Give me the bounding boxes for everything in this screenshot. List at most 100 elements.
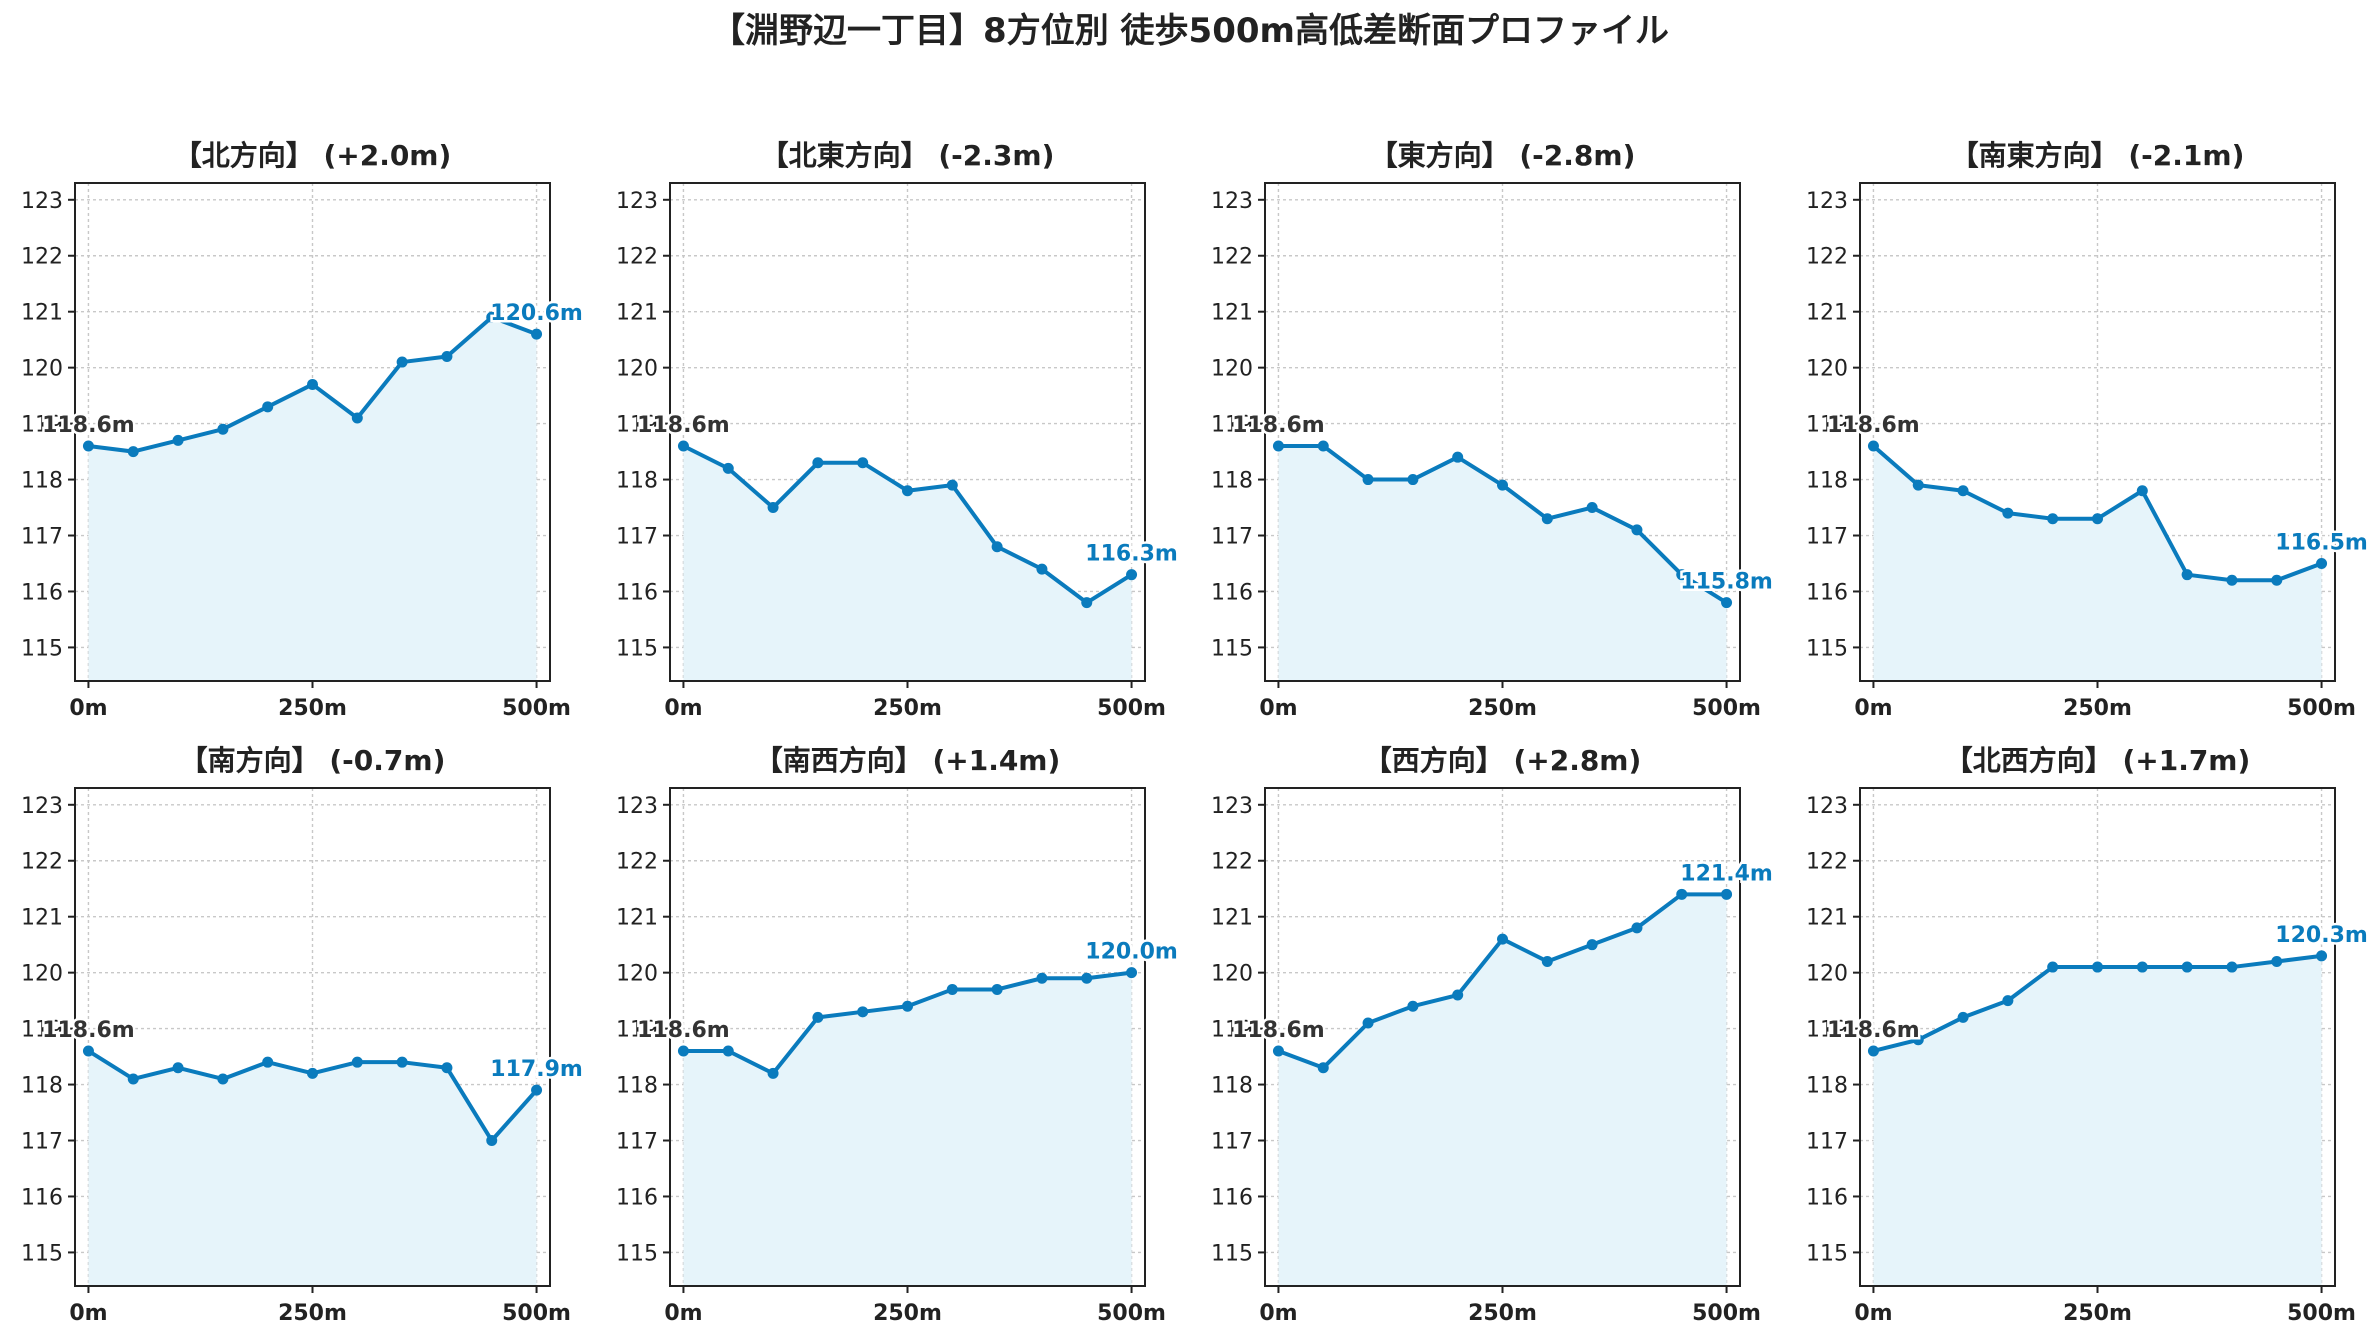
data-point <box>2181 569 2193 581</box>
data-point <box>677 1045 689 1057</box>
end-elevation-label: 120.3m <box>2275 923 2368 948</box>
data-point <box>2226 574 2238 586</box>
y-tick-label: 121 <box>616 906 658 931</box>
elevation-area <box>683 972 1132 1286</box>
data-point <box>1036 972 1048 984</box>
y-tick-label: 123 <box>616 189 658 214</box>
x-tick-label: 250m <box>873 1301 942 1326</box>
x-tick-label: 500m <box>502 1301 571 1326</box>
data-point <box>767 1067 779 1079</box>
y-tick-label: 118 <box>1211 1074 1253 1099</box>
y-tick-label: 118 <box>21 1074 63 1099</box>
y-tick-label: 120 <box>616 357 658 382</box>
data-point <box>2136 485 2148 497</box>
elevation-area <box>1873 955 2322 1286</box>
y-tick-label: 116 <box>616 1185 658 1210</box>
y-tick-label: 120 <box>21 962 63 987</box>
data-point <box>1407 1000 1419 1012</box>
y-tick-label: 117 <box>1806 1130 1848 1155</box>
data-point <box>2002 995 2014 1007</box>
data-point <box>351 1056 363 1068</box>
y-tick-label: 119 <box>1211 413 1253 438</box>
y-tick-label: 115 <box>616 1241 658 1266</box>
data-point <box>1957 1011 1969 1023</box>
x-tick-label: 250m <box>1468 696 1537 721</box>
y-tick-label: 115 <box>616 636 658 661</box>
data-point <box>1126 569 1138 581</box>
y-tick-label: 121 <box>21 906 63 931</box>
x-tick-label: 0m <box>664 1301 702 1326</box>
x-tick-label: 250m <box>873 696 942 721</box>
panel-8: 【北西方向】 (+1.7m) 115 116 117 118 119 120 121 122 12… <box>1806 744 2370 1326</box>
y-tick-label: 123 <box>21 189 63 214</box>
x-tick-label: 500m <box>1692 696 1761 721</box>
y-tick-label: 119 <box>1211 1018 1253 1043</box>
data-point <box>1317 1062 1329 1074</box>
y-tick-label: 119 <box>1806 1018 1848 1043</box>
panel-5: 【南方向】 (-0.7m) 115 116 117 118 119 120 121 122 123… <box>21 744 585 1326</box>
data-point <box>722 1045 734 1057</box>
data-point <box>1867 440 1879 452</box>
panel-3: 【東方向】 (-2.8m) 115 116 117 118 119 120 121 122 123… <box>1211 139 1775 721</box>
y-tick-label: 120 <box>21 357 63 382</box>
figure-title: 【淵野辺一丁目】8方位別 徒歩500m高低差断面プロファイル <box>711 11 1669 51</box>
y-tick-label: 115 <box>21 636 63 661</box>
y-tick-label: 121 <box>1211 906 1253 931</box>
start-elevation-label: 118.6m <box>1232 1018 1325 1043</box>
panel-title: 【北方向】 (+2.0m) <box>174 139 452 172</box>
end-elevation-label: 120.6m <box>490 301 583 326</box>
data-point <box>946 479 958 491</box>
data-point <box>1541 955 1553 967</box>
data-point <box>127 446 139 458</box>
y-tick-label: 116 <box>1211 580 1253 605</box>
y-tick-label: 117 <box>616 525 658 550</box>
data-point <box>82 1045 94 1057</box>
y-tick-label: 122 <box>1806 850 1848 875</box>
data-point <box>217 1073 229 1085</box>
end-elevation-label: 115.8m <box>1680 570 1773 595</box>
end-elevation-label: 117.9m <box>490 1057 583 1082</box>
data-point <box>1362 1017 1374 1029</box>
y-tick-label: 119 <box>616 413 658 438</box>
data-point <box>1957 485 1969 497</box>
data-point <box>396 1056 408 1068</box>
panel-6: 【南西方向】 (+1.4m) 115 116 117 118 119 120 121 122 12… <box>616 744 1180 1326</box>
panel-title: 【北西方向】 (+1.7m) <box>1945 744 2251 777</box>
panel-title: 【南東方向】 (-2.1m) <box>1951 139 2245 172</box>
data-point <box>1867 1045 1879 1057</box>
data-point <box>82 440 94 452</box>
data-point <box>2136 961 2148 973</box>
data-point <box>991 983 1003 995</box>
data-point <box>1081 597 1093 609</box>
y-tick-label: 122 <box>616 850 658 875</box>
data-point <box>2092 961 2103 973</box>
panel-7: 【西方向】 (+2.8m) 115 116 117 118 119 120 121 122 123… <box>1211 744 1775 1326</box>
start-elevation-label: 118.6m <box>637 413 730 438</box>
data-point <box>262 401 274 413</box>
y-tick-label: 120 <box>1806 962 1848 987</box>
elevation-area <box>1278 894 1727 1286</box>
panel-title: 【東方向】 (-2.8m) <box>1370 139 1636 172</box>
y-tick-label: 116 <box>21 580 63 605</box>
data-point <box>1721 888 1733 900</box>
data-point <box>1497 933 1508 945</box>
data-point <box>1362 474 1374 486</box>
y-tick-label: 116 <box>1806 1185 1848 1210</box>
start-elevation-label: 118.6m <box>637 1018 730 1043</box>
data-point <box>1631 922 1643 934</box>
y-tick-label: 117 <box>1806 525 1848 550</box>
panel-title: 【北東方向】 (-2.3m) <box>761 139 1055 172</box>
y-tick-label: 123 <box>1806 794 1848 819</box>
y-tick-label: 115 <box>1806 1241 1848 1266</box>
y-tick-label: 121 <box>1806 906 1848 931</box>
x-tick-label: 250m <box>278 696 347 721</box>
y-tick-label: 118 <box>1806 469 1848 494</box>
y-tick-label: 118 <box>1806 1074 1848 1099</box>
data-point <box>486 311 498 323</box>
start-elevation-label: 118.6m <box>1827 413 1920 438</box>
data-point <box>902 1000 913 1012</box>
y-tick-label: 116 <box>616 580 658 605</box>
y-tick-label: 117 <box>21 1130 63 1155</box>
data-point <box>2047 961 2059 973</box>
